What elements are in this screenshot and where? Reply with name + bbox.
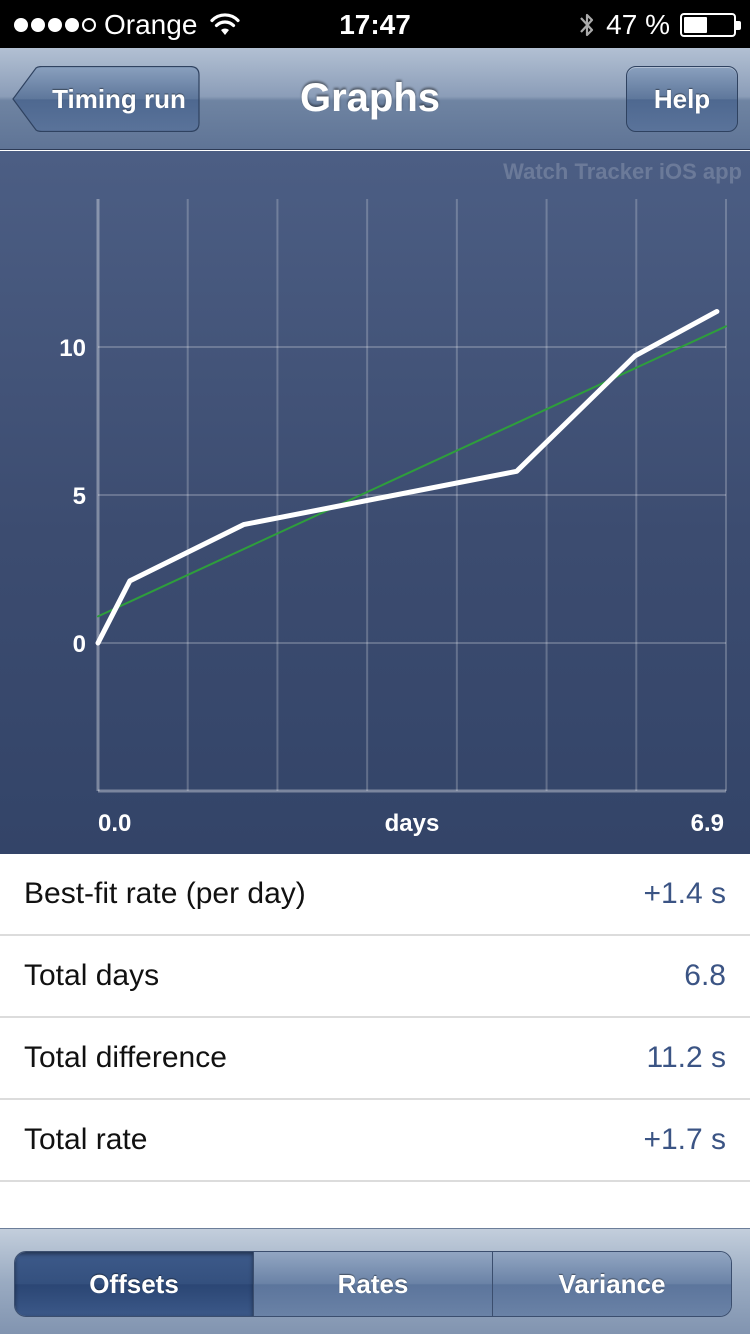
status-left: Orange (14, 8, 241, 42)
back-button[interactable]: Timing run (12, 66, 200, 132)
graph-panel: 0 5 10 0.0 6.9 days Watch Tracker iOS app (0, 151, 750, 854)
battery-nub (736, 21, 741, 30)
x-tick-label-end: 6.9 (691, 810, 724, 837)
stat-value: 11.2 s (646, 1041, 727, 1074)
signal-strength-icon (14, 18, 96, 32)
back-button-label: Timing run (52, 84, 186, 114)
stat-label: Total days (24, 959, 160, 992)
stat-row-total-days: Total days 6.8 (0, 936, 750, 1018)
stat-row-total-difference: Total difference 11.2 s (0, 1018, 750, 1100)
y-tick-label: 10 (59, 335, 86, 362)
signal-dot (65, 18, 79, 32)
signal-dot (14, 18, 28, 32)
battery-fill (684, 17, 707, 33)
help-button[interactable]: Help (626, 66, 738, 132)
stat-row-best-fit-rate: Best-fit rate (per day) +1.4 s (0, 854, 750, 936)
wifi-icon (210, 13, 241, 35)
bluetooth-icon (580, 13, 594, 37)
stat-label: Total difference (24, 1041, 227, 1074)
x-tick-label-start: 0.0 (98, 810, 131, 837)
signal-dot (48, 18, 62, 32)
back-arrow-shape (12, 66, 200, 132)
carrier-name: Orange (104, 9, 198, 40)
stat-value: 6.8 (684, 959, 726, 992)
y-tick-label: 5 (73, 483, 86, 510)
x-axis-label: days (385, 810, 440, 837)
stat-value: +1.4 s (643, 877, 726, 910)
status-bar: Orange 17:47 47 % (0, 0, 750, 48)
bottom-toolbar: Offsets Rates Variance (0, 1228, 750, 1334)
stat-label: Best-fit rate (per day) (24, 877, 306, 910)
best-fit-line (97, 325, 727, 618)
y-tick-label: 0 (73, 631, 86, 658)
status-time: 17:47 (339, 9, 411, 40)
page-title: Graphs (299, 76, 441, 120)
stat-value: +1.7 s (643, 1123, 726, 1156)
offsets-chart: 0 5 10 0.0 6.9 days (59, 199, 727, 837)
signal-dot-empty (82, 18, 96, 32)
tab-offsets[interactable]: Offsets (15, 1252, 253, 1316)
signal-dot (31, 18, 45, 32)
status-right: 47 % (578, 8, 741, 42)
tab-rates[interactable]: Rates (253, 1252, 492, 1316)
offset-series-line (95, 308, 720, 646)
stat-label: Total rate (24, 1123, 148, 1156)
battery-percentage: 47 % (606, 9, 670, 40)
battery-icon (680, 13, 741, 37)
stat-row-total-rate: Total rate +1.7 s (0, 1100, 750, 1182)
navigation-bar: Timing run Graphs Help (0, 48, 750, 150)
tab-variance[interactable]: Variance (492, 1252, 731, 1316)
stats-list: Best-fit rate (per day) +1.4 s Total day… (0, 854, 750, 1182)
graph-type-segmented-control: Offsets Rates Variance (14, 1251, 732, 1317)
watermark: Watch Tracker iOS app (503, 159, 742, 184)
